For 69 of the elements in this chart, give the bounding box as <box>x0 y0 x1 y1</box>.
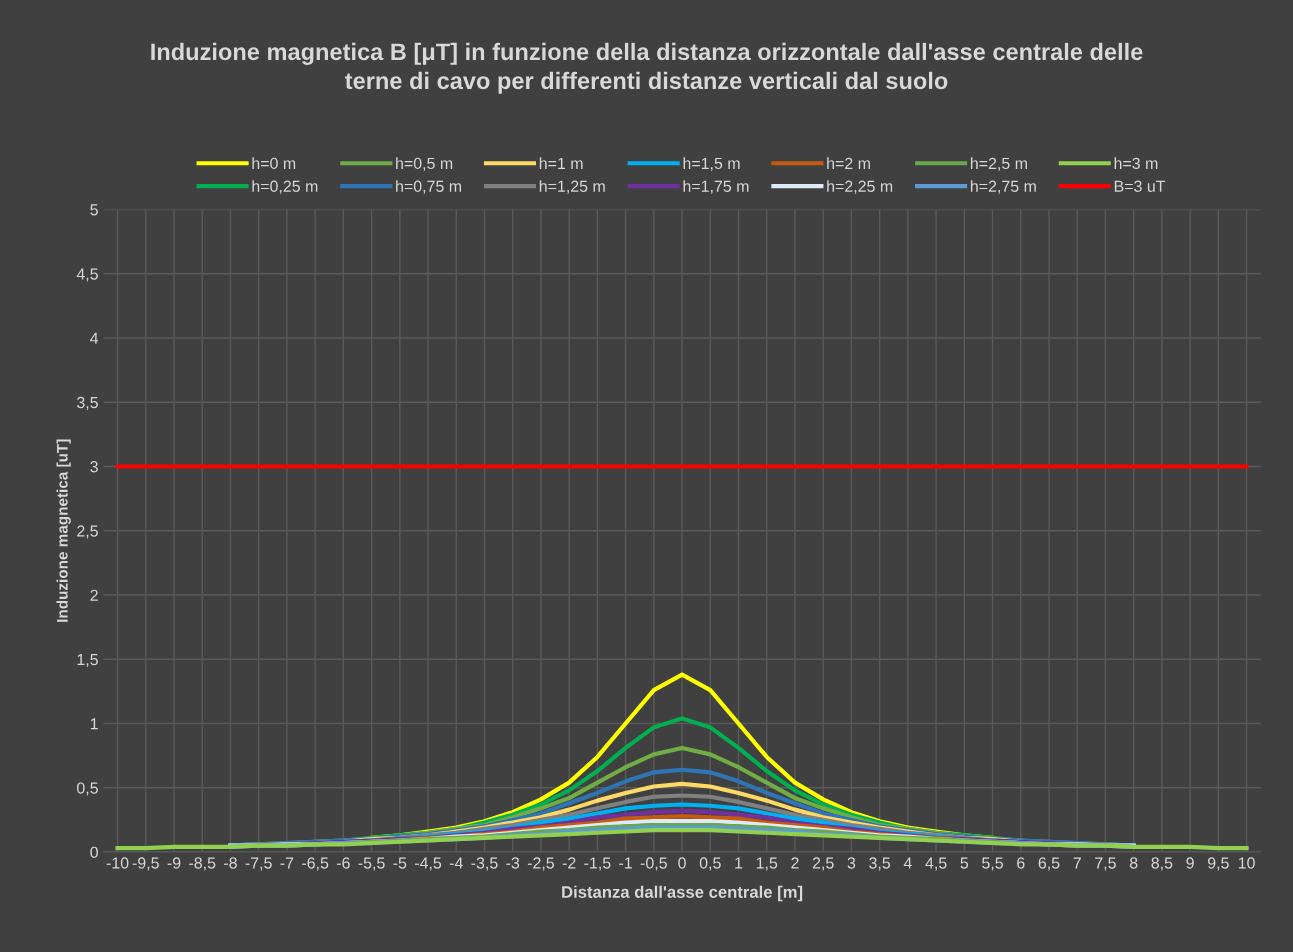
x-tick-label: 4 <box>903 857 912 869</box>
y-tick-label: 1 <box>90 718 98 730</box>
y-tick-label: 1,5 <box>77 654 98 668</box>
legend-label: h=2 m <box>827 157 870 169</box>
x-tick-label: 7,5 <box>1095 857 1116 871</box>
x-tick-label: -9 <box>167 857 181 869</box>
legend-label: B=3 uT <box>1114 180 1166 192</box>
x-tick-label: -10 <box>106 857 129 869</box>
x-tick-label: 8,5 <box>1151 857 1173 871</box>
chart-title: Induzione magnetica B [μT] in funzione della distanza orizzontale dall'asse centrale delle terne di cavo per differenti distanze verticali dal suolo <box>151 42 1143 94</box>
y-tick-label: 4 <box>90 332 99 344</box>
x-tick-label: -1,5 <box>584 857 611 871</box>
x-tick-label: 2 <box>791 857 799 869</box>
legend-label: h=0,75 m <box>396 180 462 194</box>
x-tick-label: 9 <box>1186 857 1194 869</box>
x-tick-label: -8 <box>224 857 237 869</box>
x-tick-label: -8,5 <box>189 857 216 871</box>
x-tick-label: 6 <box>1017 857 1025 869</box>
x-tick-label: 0,5 <box>699 857 721 871</box>
y-tick-label: 3 <box>90 461 98 473</box>
y-tick-label: 0 <box>90 846 98 858</box>
x-tick-label: 9,5 <box>1207 857 1229 871</box>
legend-label: h=1,25 m <box>539 180 605 194</box>
legend-label: h=0 m <box>252 157 296 170</box>
y-tick-label: 2 <box>90 589 98 601</box>
x-tick-label: -2 <box>562 857 576 869</box>
x-tick-label: 5 <box>960 857 969 869</box>
legend-label: h=2,5 m <box>970 157 1027 171</box>
x-tick-label: -3,5 <box>471 857 498 871</box>
x-tick-label: -4 <box>449 857 463 869</box>
x-tick-label: -1 <box>619 857 632 869</box>
x-tick-label: 2,5 <box>812 857 834 871</box>
x-tick-label: -6 <box>336 857 350 869</box>
legend-label: h=2,75 m <box>970 180 1036 194</box>
y-tick-label: 2,5 <box>77 525 98 539</box>
legend-label: h=1,5 m <box>683 157 740 171</box>
x-tick-label: 8 <box>1129 857 1138 869</box>
y-tick-label: 0,5 <box>77 782 98 796</box>
y-axis-title: Induzione magnetica [uT] <box>56 439 71 622</box>
x-tick-label: 5,5 <box>982 857 1003 871</box>
x-tick-label: -4,5 <box>414 857 442 871</box>
x-tick-label: -3 <box>506 857 520 869</box>
x-tick-label: -7 <box>280 857 294 869</box>
x-tick-label: -5 <box>393 857 407 869</box>
x-axis-title: Distanza dall'asse centrale [m] <box>562 885 803 902</box>
y-tick-label: 4,5 <box>76 268 98 282</box>
x-tick-label: 7 <box>1073 857 1081 869</box>
x-tick-label: 1,5 <box>756 857 778 871</box>
x-tick-label: -2,5 <box>527 857 555 871</box>
x-tick-label: -6,5 <box>302 857 329 871</box>
x-tick-label: 1 <box>735 857 743 869</box>
x-tick-label: -9,5 <box>132 857 159 871</box>
x-tick-label: -5,5 <box>358 857 385 871</box>
legend-label: h=1 m <box>539 157 583 169</box>
x-tick-label: -7,5 <box>245 857 272 871</box>
legend-label: h=1,75 m <box>683 180 749 194</box>
x-tick-label: -0,5 <box>640 857 667 871</box>
y-tick-label: 3,5 <box>76 396 98 411</box>
y-tick-label: 5 <box>90 204 98 216</box>
x-tick-label: 4,5 <box>925 857 947 871</box>
x-tick-label: 3,5 <box>869 857 891 871</box>
x-tick-label: 6,5 <box>1038 857 1060 871</box>
x-tick-label: 0 <box>678 857 686 869</box>
legend-label: h=2,25 m <box>827 180 893 194</box>
legend-label: h=0,5 m <box>396 157 453 171</box>
legend-label: h=0,25 m <box>252 180 318 194</box>
legend-label: h=3 m <box>1114 157 1158 170</box>
x-tick-label: 10 <box>1238 857 1255 869</box>
x-tick-label: 3 <box>847 857 856 869</box>
